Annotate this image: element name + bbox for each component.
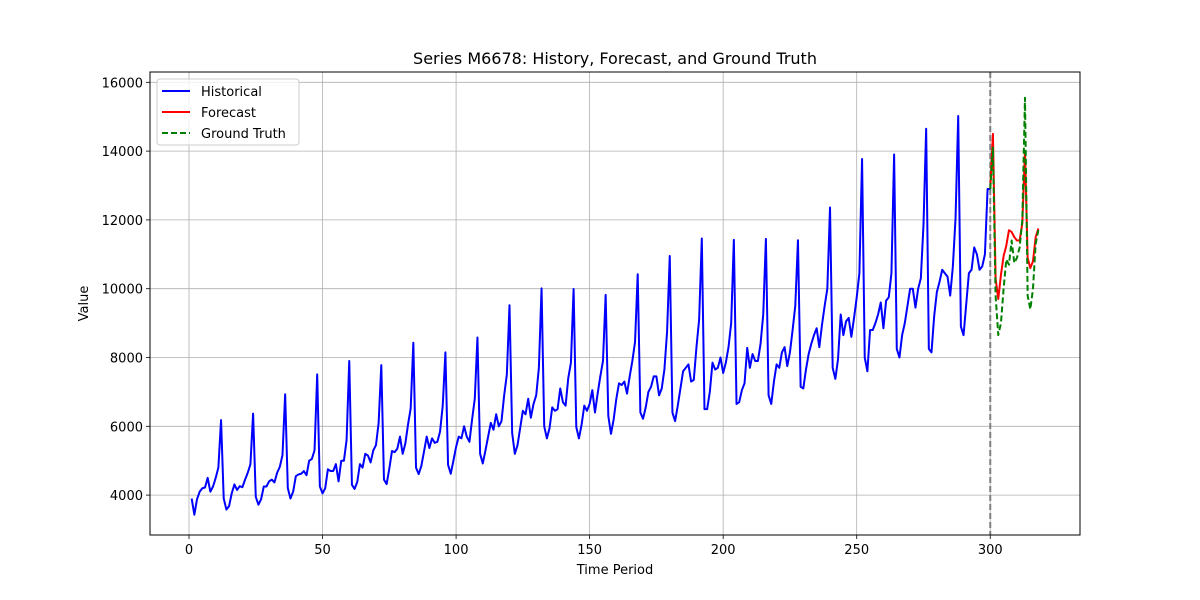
y-tick-label: 6000 bbox=[110, 420, 143, 435]
x-tick-label: 50 bbox=[314, 543, 331, 558]
x-tick-label: 250 bbox=[844, 543, 869, 558]
y-tick-label: 10000 bbox=[102, 283, 143, 298]
y-tick-label: 16000 bbox=[102, 76, 143, 91]
series-line-ground-truth bbox=[989, 96, 1040, 337]
series-line-forecast bbox=[989, 132, 1040, 301]
x-tick-label: 100 bbox=[444, 543, 469, 558]
y-tick-label: 8000 bbox=[110, 352, 143, 367]
x-tick-label: 300 bbox=[978, 543, 1003, 558]
y-tick-label: 4000 bbox=[110, 489, 143, 504]
plot-frame bbox=[149, 71, 1081, 536]
legend-label: Forecast bbox=[201, 106, 256, 121]
x-tick-label: 200 bbox=[711, 543, 736, 558]
chart-title: Series M6678: History, Forecast, and Gro… bbox=[413, 49, 817, 68]
x-axis-label: Time Period bbox=[576, 563, 653, 578]
y-axis-label: Value bbox=[77, 286, 92, 322]
legend-box bbox=[156, 78, 300, 146]
legend-label: Historical bbox=[201, 85, 262, 100]
x-tick-label: 0 bbox=[185, 543, 193, 558]
y-tick-label: 14000 bbox=[102, 145, 143, 160]
legend-label: Ground Truth bbox=[201, 127, 286, 142]
series-group bbox=[190, 96, 1040, 516]
legend: Historical Forecast Ground Truth bbox=[156, 78, 300, 146]
y-tick-label: 12000 bbox=[102, 214, 143, 229]
x-tick-label: 150 bbox=[577, 543, 602, 558]
axis-ticks: 0 50 100 150 200 250 300 4000 6000 8000 10000 12000… bbox=[102, 76, 1003, 558]
grid bbox=[150, 72, 1080, 535]
series-line-historical bbox=[190, 115, 991, 516]
